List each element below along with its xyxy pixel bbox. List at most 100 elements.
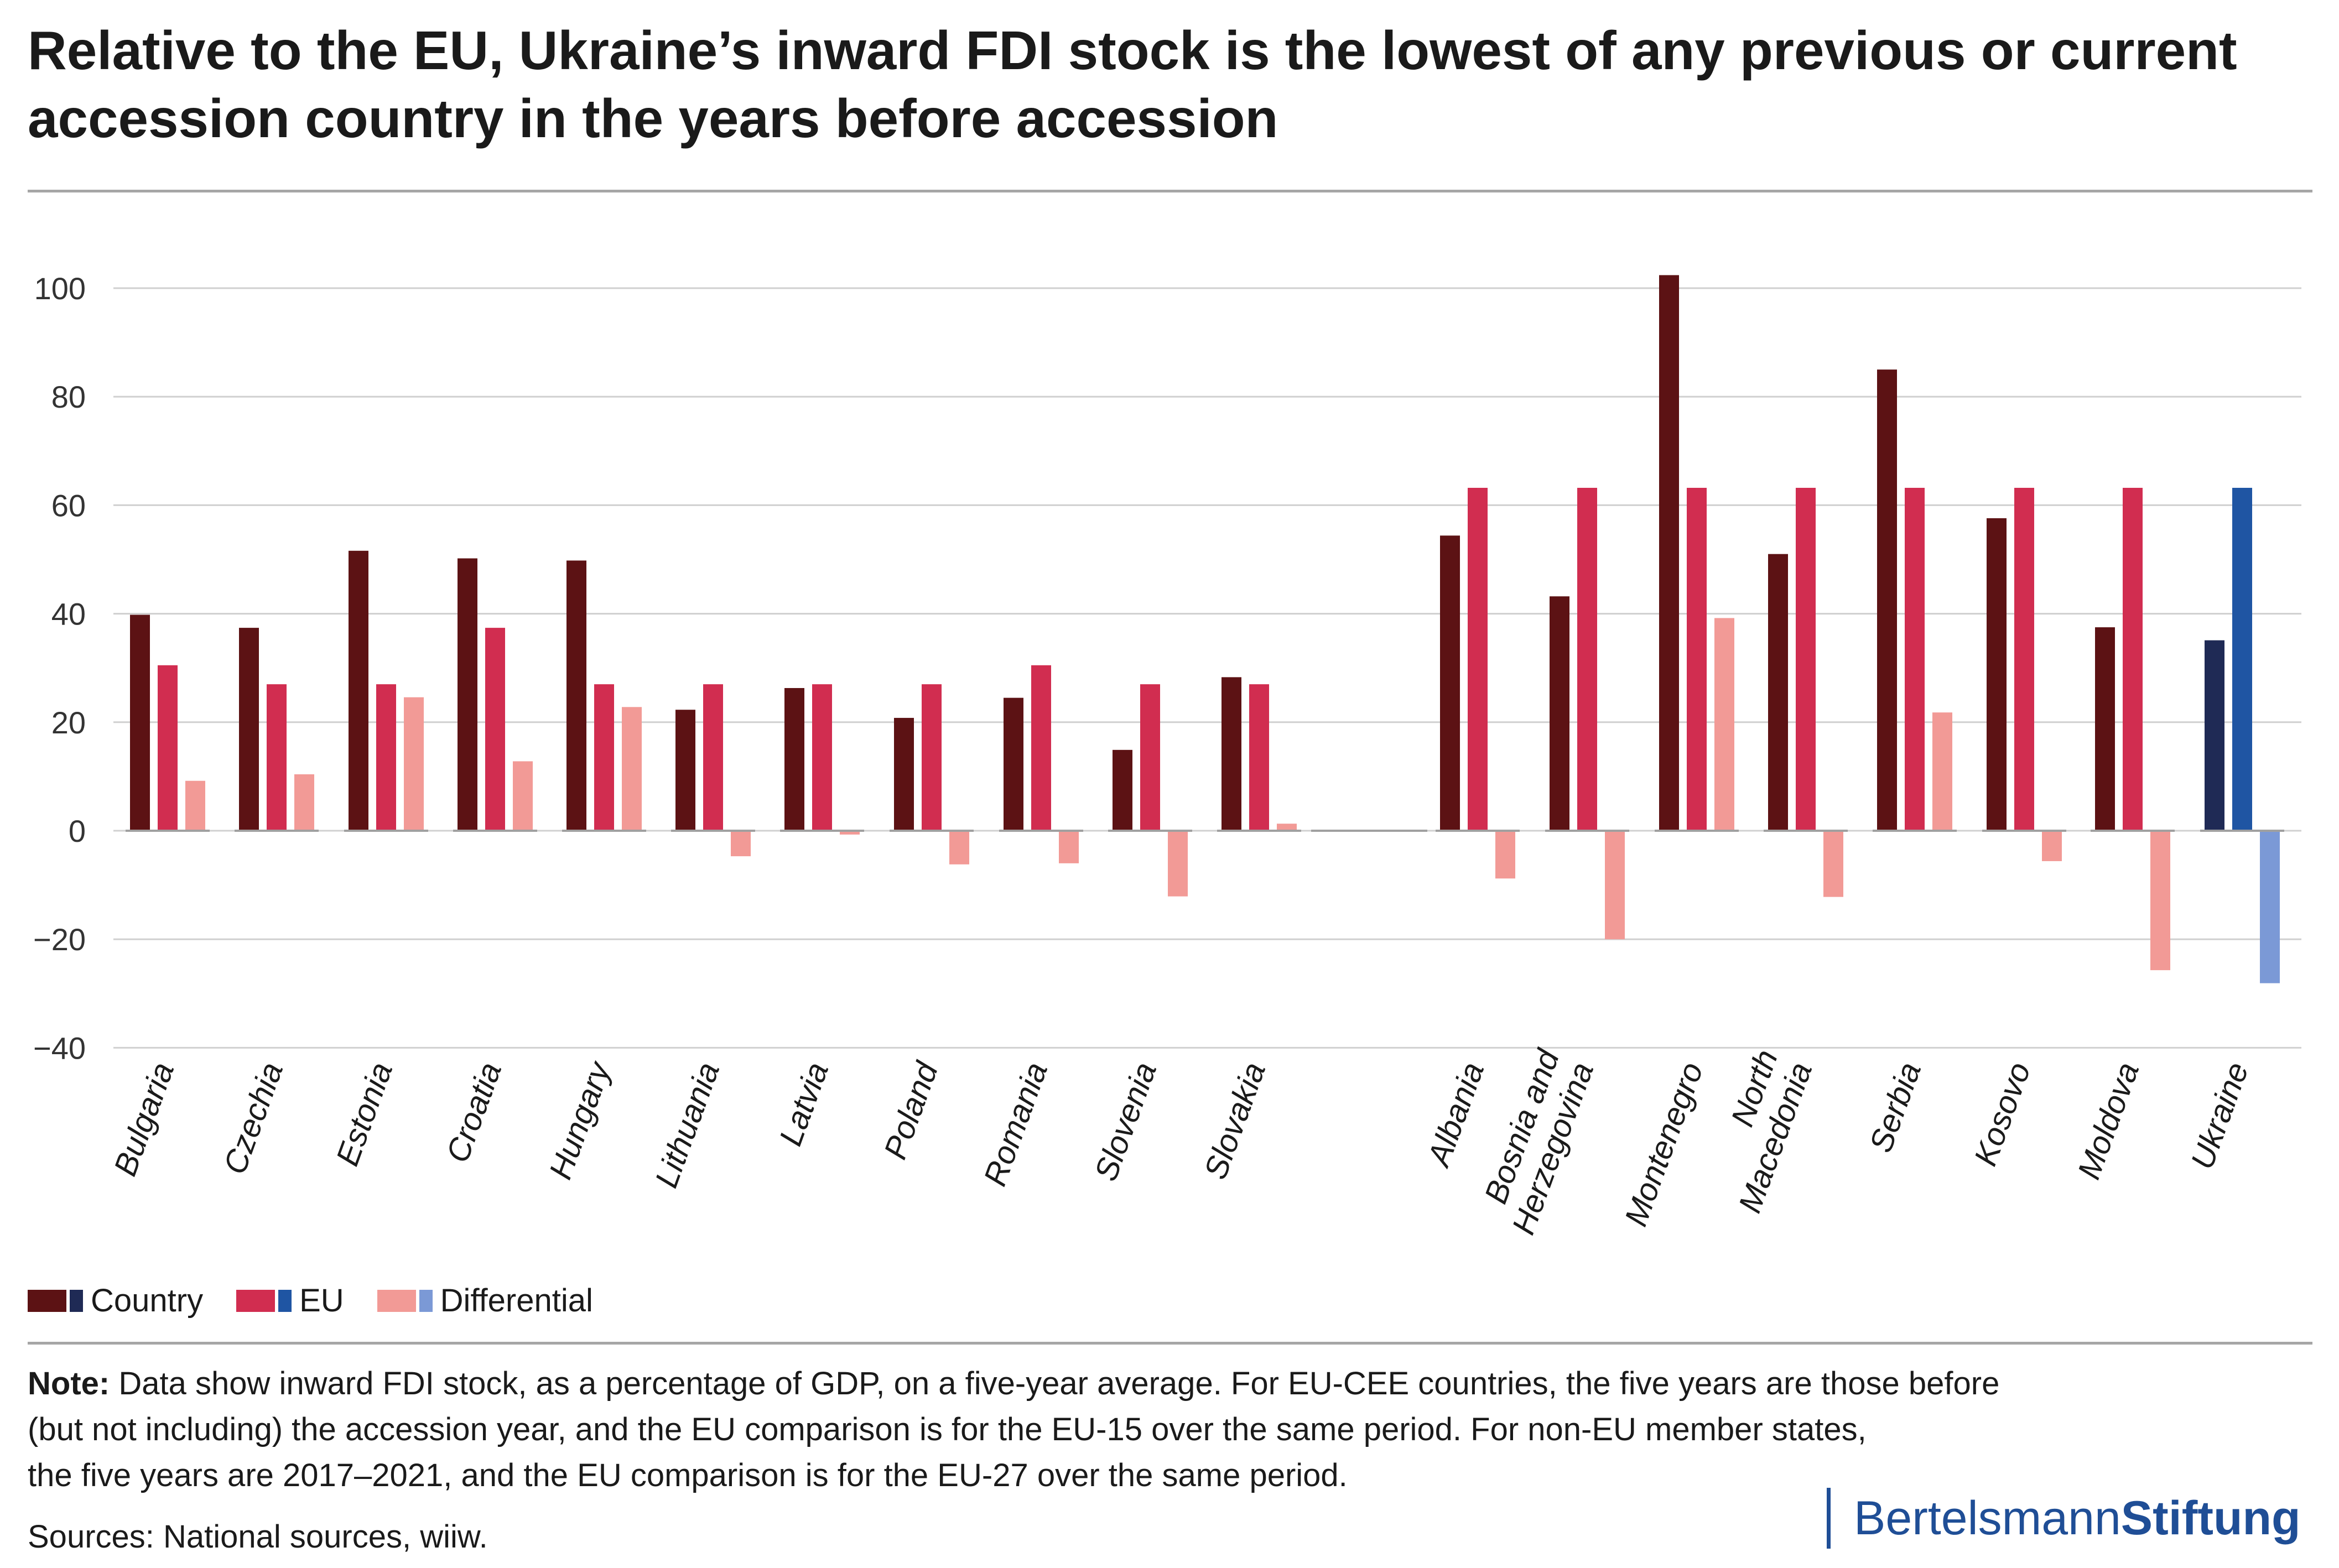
bar-eu-15 (1905, 488, 1925, 831)
x-tick-label: Romania (977, 1058, 1054, 1190)
bar-differential-17 (2150, 831, 2170, 971)
x-tick-label: Ukraine (2184, 1058, 2255, 1174)
x-tick-label: Bulgaria (107, 1058, 181, 1180)
bar-eu-9 (1140, 684, 1160, 831)
bar-differential-1 (294, 774, 314, 831)
legend-label-differential: Differential (440, 1283, 593, 1319)
bar-differential-5 (731, 831, 751, 857)
x-tick-label-line: Lithuania (648, 1058, 727, 1192)
bar-eu-13 (1687, 488, 1707, 831)
x-tick-label-line: Hungary (542, 1056, 618, 1184)
bar-differential-2 (404, 697, 424, 831)
y-tick-label: 40 (51, 597, 86, 632)
bar-eu-4 (594, 684, 614, 831)
bar-eu-5 (703, 684, 723, 831)
x-tick-label: Kosovo (1967, 1058, 2037, 1170)
note-line-2: (but not including) the accession year, … (28, 1411, 1867, 1447)
bar-country-15 (1877, 369, 1897, 831)
x-tick-label: Slovenia (1088, 1058, 1163, 1185)
note-line-3: the five years are 2017–2021, and the EU… (28, 1457, 1348, 1493)
x-tick-label: Montenegro (1618, 1058, 1710, 1231)
bar-eu-1 (267, 684, 287, 831)
legend-item-country: Country (28, 1282, 203, 1319)
bar-differential-11 (1495, 831, 1515, 879)
bar-differential-16 (2042, 831, 2062, 861)
bar-differential-3 (513, 761, 533, 831)
x-tick-label: Moldova (2071, 1058, 2146, 1184)
bar-country-7 (894, 717, 914, 831)
bar-country-10 (1222, 677, 1241, 831)
top-divider (28, 190, 2312, 192)
sources-text: Sources: National sources, wiiw. (28, 1519, 488, 1555)
bar-eu-8 (1031, 665, 1051, 831)
bar-differential-12 (1605, 831, 1625, 940)
legend: Country EU Differential (28, 1282, 626, 1319)
y-tick-label: −40 (33, 1030, 86, 1065)
logo-text-part2: Stiftung (2120, 1491, 2301, 1545)
bar-country-2 (349, 550, 368, 831)
x-tick-label-line: Czechia (216, 1058, 290, 1179)
legend-swatch-eu (236, 1289, 276, 1312)
bar-country-17 (2095, 627, 2115, 831)
bar-country-4 (566, 560, 586, 831)
x-tick-label-line: Bulgaria (107, 1058, 181, 1180)
bar-differential-10 (1277, 824, 1297, 831)
legend-swatch-eu-alt (278, 1289, 292, 1312)
x-tick-label-line: Albania (1420, 1058, 1491, 1172)
legend-swatch-differential (377, 1289, 416, 1312)
bar-country-14 (1768, 554, 1788, 831)
x-tick-label: Lithuania (648, 1058, 727, 1192)
bar-eu-6 (812, 684, 832, 831)
bar-eu-2 (376, 684, 396, 831)
chart-title: Relative to the EU, Ukraine’s inward FDI… (28, 20, 2237, 149)
bar-country-13 (1659, 275, 1679, 831)
bar-eu-3 (485, 628, 505, 831)
legend-item-eu: EU (236, 1282, 344, 1319)
bar-country-1 (239, 628, 259, 831)
x-tick-label-line: Kosovo (1967, 1058, 2037, 1170)
logo-text-part1: Bertelsmann (1854, 1491, 2121, 1545)
bar-eu-14 (1796, 488, 1816, 831)
x-tick-label-line: Slovakia (1197, 1058, 1272, 1184)
x-tick-label: NorthMacedonia (1697, 1045, 1819, 1217)
bar-country-5 (675, 710, 695, 831)
y-tick-label: 100 (34, 271, 86, 306)
bar-differential-13 (1714, 618, 1734, 831)
y-tick-label: 80 (51, 379, 86, 414)
note-line-1: Data show inward FDI stock, as a percent… (118, 1366, 2000, 1402)
x-tick-label-line: Ukraine (2184, 1058, 2255, 1174)
bar-differential-18 (2260, 831, 2280, 983)
bar-eu-12 (1577, 488, 1597, 831)
bar-differential-6 (840, 831, 860, 835)
bar-eu-10 (1249, 684, 1269, 831)
x-tick-label-line: Poland (877, 1057, 945, 1164)
x-tick-label: Poland (877, 1057, 945, 1164)
bar-country-3 (458, 558, 477, 831)
x-tick-label-line: Slovenia (1088, 1058, 1163, 1185)
x-tick-label-line: Romania (977, 1058, 1054, 1190)
x-tick-label: Estonia (329, 1058, 399, 1170)
bar-differential-0 (185, 780, 205, 831)
x-tick-label-line: Estonia (329, 1058, 399, 1170)
legend-label-eu: EU (299, 1283, 344, 1319)
bar-country-0 (130, 614, 150, 831)
bar-country-12 (1550, 596, 1569, 831)
bar-differential-7 (949, 831, 969, 864)
x-tick-label: Croatia (439, 1058, 508, 1167)
x-tick-label: Slovakia (1197, 1058, 1272, 1184)
chart-note: Note: Data show inward FDI stock, as a p… (28, 1361, 2185, 1498)
x-tick-label: Bosnia andHerzegovina (1471, 1044, 1601, 1239)
bar-country-16 (1987, 518, 2007, 831)
legend-swatch-differential-alt (419, 1289, 433, 1312)
bar-differential-14 (1823, 831, 1843, 897)
bar-country-18 (2205, 640, 2224, 831)
bar-eu-18 (2232, 488, 2252, 831)
legend-item-differential: Differential (377, 1282, 593, 1319)
bar-eu-17 (2123, 488, 2143, 831)
bar-country-6 (784, 687, 804, 831)
y-tick-label: 0 (69, 814, 86, 848)
bar-country-9 (1113, 749, 1132, 831)
bar-chart: 100 80 60 40 20 0 −20 −40 Bulgaria Czechia Estonia… (33, 271, 2301, 1239)
x-tick-label-line: Montenegro (1618, 1058, 1710, 1231)
bottom-divider (28, 1342, 2312, 1345)
